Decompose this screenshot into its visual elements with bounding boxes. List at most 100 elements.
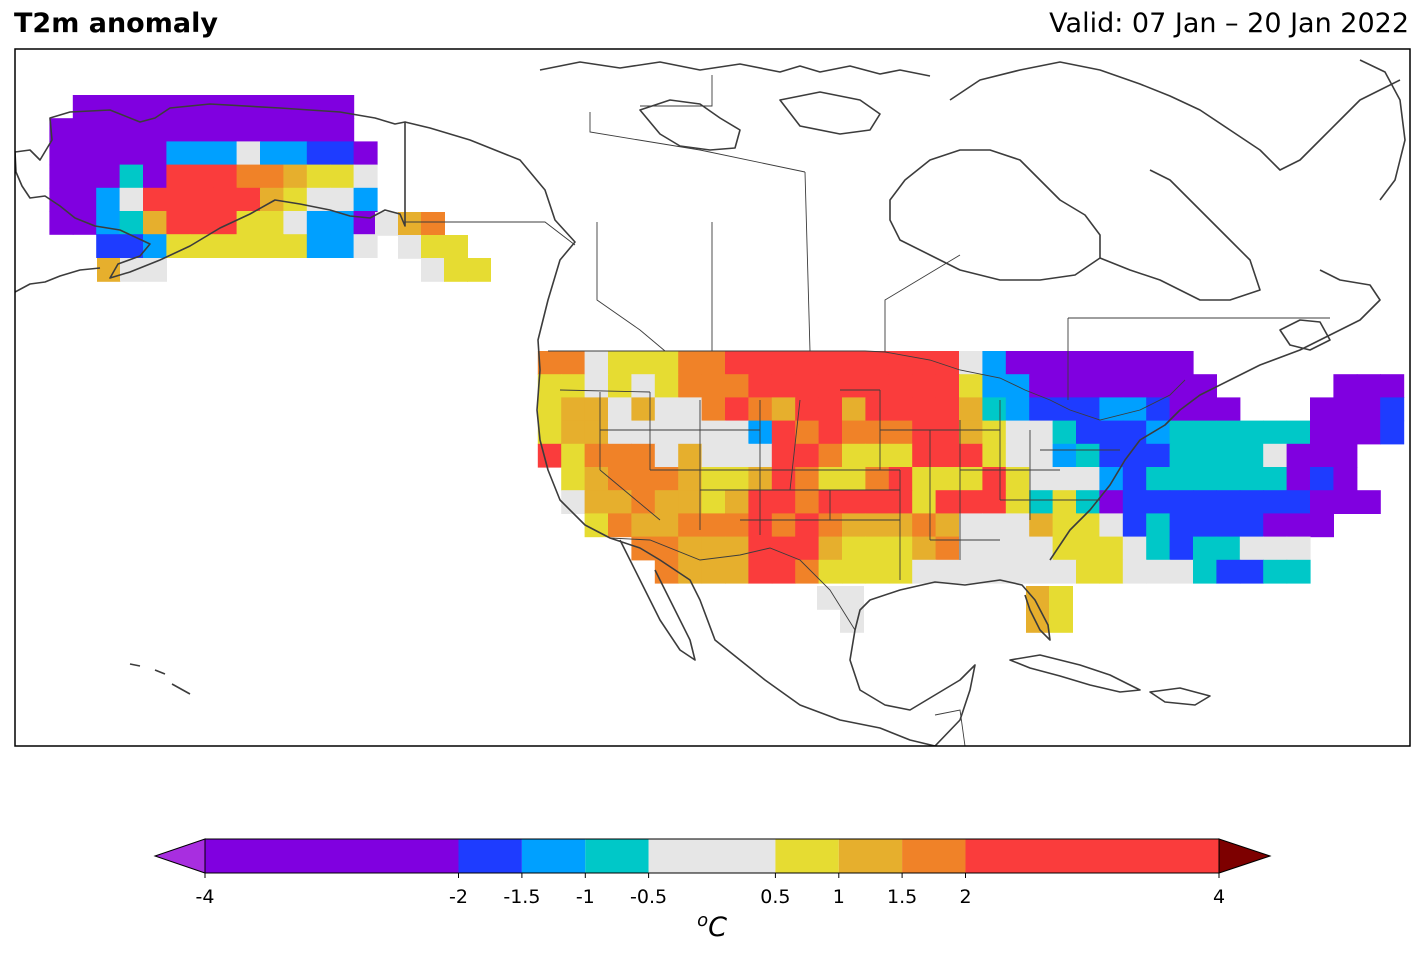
conus-anomaly-cell (725, 397, 749, 422)
conus-anomaly-cell (959, 374, 983, 398)
conus-anomaly-cell (1146, 397, 1171, 422)
conus-anomaly-cell (959, 513, 983, 538)
conus-anomaly-cell (842, 559, 866, 584)
alaska-anomaly-cell (119, 211, 144, 235)
alaska-anomaly-cell (72, 141, 97, 166)
conus-anomaly-cell (1380, 420, 1405, 445)
colorbar-bin-4 (648, 839, 776, 873)
conus-anomaly-cell (678, 374, 703, 398)
colorbar-tick-label: -1.5 (503, 886, 540, 908)
alaska-anomaly-cell (143, 141, 167, 166)
alaska-anomaly-cell (353, 187, 378, 212)
conus-anomaly-cell (654, 420, 679, 445)
conus-anomaly-cell (725, 490, 749, 514)
conus-anomaly-cell (842, 397, 866, 422)
conus-anomaly-cell (1169, 443, 1194, 468)
conus-anomaly-cell (701, 467, 726, 491)
conus-anomaly-cell (912, 374, 937, 398)
conus-anomaly-cell (1333, 467, 1358, 491)
conus-anomaly-cell (678, 420, 703, 445)
conus-anomaly-cell (1122, 420, 1147, 445)
conus-anomaly-cell (1029, 420, 1054, 445)
conus-anomaly-cell (654, 490, 679, 514)
conus-anomaly-cell (1193, 467, 1217, 491)
conus-anomaly-cell (1052, 490, 1077, 514)
anomaly-cell (421, 235, 445, 259)
map-frame (14, 48, 1411, 747)
alaska-anomaly-cell (330, 211, 355, 235)
conus-anomaly-cell (1076, 351, 1100, 375)
alaska-anomaly-cell (306, 95, 331, 119)
conus-anomaly-cell (1005, 397, 1030, 422)
conus-anomaly-cell (959, 420, 983, 445)
conus-anomaly-cell (1122, 536, 1147, 561)
alaska-anomaly-cell (49, 118, 74, 142)
conus-anomaly-cell (771, 559, 796, 584)
conus-anomaly-cell (584, 443, 609, 468)
conus-anomaly-cell (842, 420, 866, 445)
alaska-anomaly-cell (330, 118, 355, 142)
conus-anomaly-cell (959, 536, 983, 561)
conus-anomaly-cell (865, 443, 890, 468)
conus-anomaly-cell (842, 467, 866, 491)
coastline-hispaniola (1149, 687, 1211, 706)
border-us-states (559, 389, 1120, 580)
conus-anomaly-cell (1099, 536, 1124, 561)
conus-anomaly-cell (1263, 420, 1288, 445)
anomaly-cell (1026, 586, 1050, 610)
conus-anomaly-cell (1146, 490, 1171, 514)
conus-anomaly-cell (771, 443, 796, 468)
alaska-anomaly-cell (306, 141, 331, 166)
alaska-anomaly-cell (166, 118, 191, 142)
conus-anomaly-cell (701, 443, 726, 468)
conus-anomaly-cell (1099, 513, 1124, 538)
conus-anomaly-cell (584, 420, 609, 445)
colorbar-bin-7 (902, 839, 966, 873)
conus-anomaly-cell (795, 559, 820, 584)
alaska-anomaly-cell (353, 164, 378, 189)
conus-anomaly-cell (654, 559, 679, 584)
coastline-arctic (539, 61, 931, 77)
colorbar-tick-label: -2 (449, 886, 468, 908)
conus-anomaly-cell (584, 467, 609, 491)
conus-anomaly-cell (959, 559, 983, 584)
alaska-anomaly-cell (72, 187, 97, 212)
conus-anomaly-cell (1333, 490, 1358, 514)
conus-anomaly-cell (1216, 513, 1241, 538)
alaska-anomaly-cell (213, 164, 238, 189)
conus-anomaly-cell (1052, 513, 1077, 538)
conus-anomaly-cell (959, 467, 983, 491)
alaska-anomaly-cell (72, 164, 97, 189)
conus-anomaly-cell (1263, 536, 1288, 561)
border-canada-provinces (589, 75, 1330, 400)
conus-anomaly-cell (1356, 490, 1381, 514)
coastline-newfoundland (1279, 319, 1331, 351)
valid-period: Valid: 07 Jan – 20 Jan 2022 (1049, 8, 1409, 39)
conus-anomaly-cell (771, 420, 796, 445)
conus-anomaly-cell (1099, 559, 1124, 584)
conus-anomaly-cell (678, 397, 703, 422)
conus-anomaly-cell (1029, 374, 1054, 398)
conus-anomaly-cell (959, 443, 983, 468)
colorbar-bin-8 (965, 839, 1219, 873)
conus-anomaly-cell (654, 351, 679, 375)
border-alaska-canada (404, 122, 576, 246)
conus-anomaly-cell (1193, 513, 1217, 538)
conus-anomaly-cell (1169, 490, 1194, 514)
conus-anomaly-cell (1193, 443, 1217, 468)
conus-anomaly-cell (1122, 374, 1147, 398)
coastline-hawaii (129, 663, 191, 695)
conus-anomaly-cell (748, 351, 773, 375)
alaska-anomaly-cell (72, 95, 97, 119)
conus-anomaly-cell (631, 513, 656, 538)
colorbar-ticks: -4 -2 -1.5 -1 -0.5 0.5 1 1.5 2 4 (196, 873, 1225, 908)
alaska-anomaly-cell (143, 211, 167, 235)
conus-anomaly-cell (1193, 420, 1217, 445)
conus-anomaly-cell (1310, 443, 1334, 468)
alaska-anomaly-cell (353, 234, 378, 258)
conus-anomaly-cell (1052, 351, 1077, 375)
anomaly-cell (1049, 586, 1073, 610)
alaska-anomaly-cell (283, 187, 308, 212)
alaska-anomaly-cell (306, 187, 331, 212)
